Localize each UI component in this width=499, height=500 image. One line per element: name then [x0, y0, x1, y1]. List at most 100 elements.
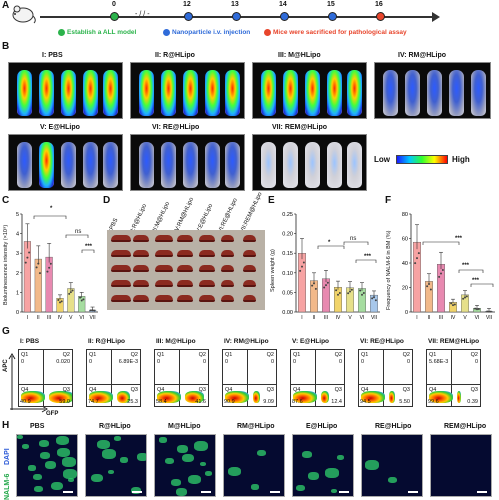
x-tick-label: IV — [336, 315, 341, 321]
spleen — [111, 235, 131, 242]
ivis-title-7: VII: REM@HLipo — [272, 124, 328, 131]
gate-v — [111, 350, 112, 406]
y-tick-label: 40 — [402, 261, 408, 267]
data-point — [350, 288, 353, 291]
histology-title: R@HLipo — [99, 423, 131, 430]
data-point — [337, 293, 339, 296]
gate-h — [223, 384, 276, 385]
gate-v — [315, 350, 316, 406]
timeline-day-14-dot — [280, 12, 289, 21]
significance-bracket — [343, 241, 369, 245]
flow-q3-value: 12.4 — [331, 399, 342, 405]
data-point — [426, 285, 429, 288]
timeline-day-16-dot — [376, 12, 385, 21]
data-point — [338, 291, 341, 294]
data-point — [326, 281, 329, 284]
legend-model: Establish a ALL model — [58, 29, 136, 36]
flow-population — [21, 391, 45, 403]
nalm6-cluster — [57, 448, 70, 458]
ivis-image-5 — [8, 134, 123, 191]
scale-bar — [477, 491, 487, 493]
nalm6-cluster — [68, 478, 74, 483]
x-tick-label: IV — [451, 315, 456, 321]
flow-q1-value: 0 — [361, 359, 365, 365]
spleen — [111, 250, 131, 257]
data-point — [417, 252, 420, 255]
spleen — [177, 250, 193, 257]
flow-q4-value: 87.6 — [292, 399, 303, 405]
nalm6-cluster — [39, 440, 49, 447]
nalm6-cluster — [120, 457, 128, 463]
x-tick-label: VI — [79, 315, 84, 321]
flow-title: II: R@HLipo — [88, 338, 126, 345]
data-point — [359, 289, 362, 292]
nalm6-cluster — [165, 458, 174, 465]
significance-bracket — [422, 241, 460, 245]
flow-q2-value: 0 — [406, 359, 410, 365]
data-point — [28, 251, 31, 254]
scale-bar — [201, 491, 211, 493]
stain-dapi-label: DAPI — [4, 448, 11, 465]
flow-q4-label: Q4 — [293, 387, 301, 393]
ivis-image-3 — [252, 62, 367, 119]
nalm6-cluster — [176, 488, 187, 496]
histology-image — [16, 434, 78, 497]
timeline-day-0-dot — [110, 12, 119, 21]
spleen — [177, 280, 193, 287]
arrow-right-icon — [432, 12, 440, 22]
significance-bracket — [65, 234, 89, 238]
data-point — [349, 290, 351, 293]
nalm6-cluster — [182, 454, 194, 463]
flow-population-gfp — [253, 391, 261, 403]
data-point — [60, 300, 63, 303]
flow-title: V: E@HLipo — [292, 338, 330, 345]
histology-image — [292, 434, 354, 497]
data-point — [452, 304, 454, 307]
flow-title: VI: RE@HLipo — [360, 338, 404, 345]
data-point — [35, 266, 38, 269]
timeline-day-15-dot — [328, 12, 337, 21]
panel-b-letter: B — [2, 41, 10, 52]
chart-e-sig-star: * — [328, 240, 331, 246]
scale-bar — [63, 491, 73, 493]
histology-title: E@HLipo — [306, 423, 338, 430]
spleen — [221, 265, 234, 272]
y-tick-label: 0 — [16, 310, 19, 316]
histology-title: PBS — [30, 423, 45, 430]
gate-h — [87, 384, 140, 385]
nalm6-cluster — [228, 467, 241, 477]
data-point — [476, 308, 478, 311]
flow-q4-value: 74.7 — [88, 399, 99, 405]
spleen — [133, 235, 149, 242]
timeline-day-16-label: 16 — [375, 1, 383, 8]
flow-q1-label: Q1 — [293, 352, 301, 358]
spleen — [111, 280, 131, 287]
timeline-day-15-label: 15 — [327, 1, 335, 8]
bar-III — [45, 256, 53, 313]
data-point — [438, 275, 441, 278]
flow-x-axis-label: GFP — [46, 411, 59, 417]
spleen — [111, 295, 131, 302]
colorbar-low-label: Low — [374, 155, 390, 164]
y-tick-label: 0.15 — [282, 251, 293, 257]
spleen-label-6: VI:RE@HLipo — [217, 197, 239, 234]
bar-IV — [334, 287, 342, 313]
significance-bracket — [470, 283, 494, 287]
nalm6-cluster — [102, 449, 116, 459]
y-tick-label: 4 — [16, 232, 19, 238]
ivis-title-4: IV: RM@HLipo — [398, 52, 447, 59]
x-tick-label: III — [324, 315, 328, 321]
gate-h — [427, 384, 480, 385]
nalm6-cluster — [296, 485, 305, 492]
data-point — [37, 262, 40, 265]
flow-q3-label: Q3 — [198, 387, 206, 393]
data-point — [335, 289, 338, 292]
chart-c-sig-triple: *** — [85, 244, 93, 250]
flow-plot: Q1 0 Q2 0 Q4 87.6 Q3 12.4 — [290, 349, 345, 407]
flow-q3-value: 25.3 — [127, 399, 138, 405]
data-point — [89, 309, 92, 312]
histology-image — [361, 434, 423, 497]
flow-population — [361, 391, 385, 403]
